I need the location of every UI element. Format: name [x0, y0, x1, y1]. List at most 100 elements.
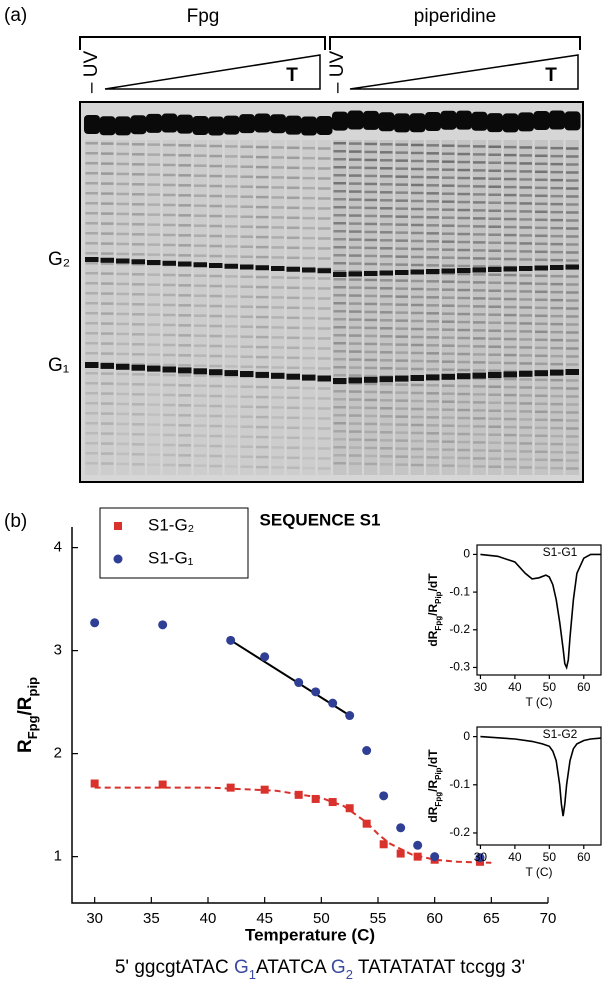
band — [271, 372, 285, 379]
ladder-band — [333, 174, 346, 177]
ladder-band — [566, 403, 579, 406]
ladder-band — [116, 312, 129, 316]
ladder-band — [395, 423, 408, 426]
lane — [503, 140, 517, 475]
top-band — [502, 113, 519, 133]
ladder-band — [395, 167, 408, 170]
top-band — [316, 115, 333, 135]
ladder-band — [271, 306, 284, 309]
ladder-band — [101, 252, 114, 255]
ladder-band — [132, 353, 145, 356]
ladder-band — [287, 296, 300, 300]
ladder-band — [333, 310, 346, 313]
ladder-band — [550, 314, 563, 318]
ladder-band — [380, 175, 393, 178]
band — [162, 366, 176, 373]
plot-frame — [476, 726, 602, 846]
x-tick-label: 30 — [474, 680, 488, 694]
ladder-band — [442, 264, 455, 267]
ladder-band — [457, 392, 470, 396]
ladder-band — [395, 215, 408, 218]
ladder-band — [194, 334, 207, 337]
ladder-band — [240, 235, 253, 238]
ladder-band — [411, 351, 424, 355]
ladder-band — [426, 368, 439, 371]
ladder-band — [178, 154, 191, 157]
band — [441, 268, 455, 274]
ladder-band — [318, 257, 331, 260]
ladder-band — [473, 289, 486, 292]
ladder-band — [566, 187, 579, 190]
ladder-band — [519, 354, 532, 357]
ladder-band — [519, 362, 532, 365]
ladder-band — [519, 306, 532, 309]
ladder-band — [550, 394, 563, 398]
point — [345, 711, 355, 721]
ladder-band — [457, 304, 470, 308]
ladder-band — [271, 236, 284, 239]
ladder-band — [473, 177, 486, 180]
ladder-band — [302, 406, 315, 410]
ladder-band — [256, 325, 269, 329]
ladder-band — [163, 193, 176, 197]
ladder-band — [519, 282, 532, 285]
ladder-band — [302, 226, 315, 230]
ladder-band — [488, 337, 501, 340]
ladder-band — [395, 391, 408, 394]
ladder-band — [457, 360, 470, 364]
ladder-band — [364, 414, 377, 418]
ladder-band — [256, 245, 269, 249]
ladder-band — [116, 262, 129, 266]
ladder-band — [395, 455, 408, 458]
ladder-band — [488, 257, 501, 260]
ladder-band — [349, 286, 362, 289]
ladder-band — [225, 435, 238, 438]
band — [162, 260, 176, 266]
ladder-band — [302, 426, 315, 430]
ladder-band — [194, 224, 207, 227]
ladder-band — [240, 325, 253, 328]
ladder-band — [395, 231, 408, 234]
ladder-band — [271, 166, 284, 169]
ladder-band — [302, 416, 315, 420]
ladder-band — [426, 464, 439, 467]
ladder-band — [457, 344, 470, 348]
ladder-band — [318, 367, 331, 370]
ladder-band — [364, 158, 377, 162]
ladder-band — [85, 392, 98, 395]
ladder-band — [411, 199, 424, 203]
ladder-band — [225, 345, 238, 348]
ladder-band — [550, 170, 563, 174]
ladder-band — [566, 315, 579, 318]
ladder-band — [209, 444, 222, 448]
ladder-band — [240, 275, 253, 278]
top-band — [564, 111, 581, 131]
ladder-band — [380, 399, 393, 402]
ladder-band — [101, 352, 114, 355]
band — [317, 268, 331, 274]
ladder-band — [535, 442, 548, 446]
ladder-band — [271, 436, 284, 439]
ladder-band — [209, 354, 222, 358]
ladder-band — [411, 407, 424, 411]
chart-title: SEQUENCE S1 — [260, 510, 381, 529]
ladder-band — [380, 199, 393, 202]
top-band — [192, 115, 209, 135]
ladder-band — [287, 226, 300, 230]
ladder-band — [411, 167, 424, 171]
point — [158, 780, 167, 789]
lane — [519, 140, 533, 475]
ladder-band — [318, 177, 331, 180]
lane — [410, 140, 424, 475]
ladder-band — [364, 206, 377, 210]
ladder-band — [519, 314, 532, 317]
ladder-band — [349, 430, 362, 433]
ladder-band — [550, 410, 563, 414]
ladder-band — [163, 283, 176, 287]
ladder-band — [349, 326, 362, 329]
ladder-band — [85, 142, 98, 145]
ladder-band — [411, 215, 424, 219]
ladder-band — [442, 440, 455, 443]
ladder-band — [442, 416, 455, 419]
ladder-band — [488, 465, 501, 468]
